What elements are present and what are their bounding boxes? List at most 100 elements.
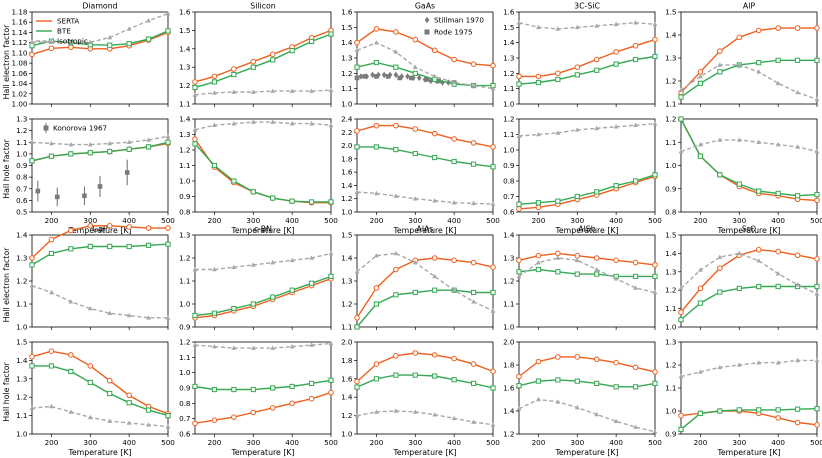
point-iso xyxy=(451,79,457,85)
y-tick-label: 1.1 xyxy=(665,100,676,109)
y-tick-label: 0.9 xyxy=(16,161,28,170)
x-tick-label: 300 xyxy=(83,438,97,447)
series-line-serta xyxy=(518,175,656,210)
y-tick-label: 0.6 xyxy=(16,196,28,205)
axes-frame xyxy=(31,341,169,435)
point-bte xyxy=(814,406,820,412)
point-serta xyxy=(470,361,477,367)
point-iso xyxy=(574,127,580,132)
point-serta xyxy=(231,66,237,72)
x-tick-label: 500 xyxy=(161,438,175,447)
point-bte xyxy=(574,72,580,78)
point-bte xyxy=(756,188,762,194)
point-bte xyxy=(756,407,762,413)
point-iso xyxy=(471,299,476,304)
point-iso xyxy=(756,69,762,74)
point-bte xyxy=(412,289,418,296)
point-bte xyxy=(328,377,334,383)
point-serta xyxy=(354,39,360,46)
point-serta xyxy=(516,73,522,80)
point-iso xyxy=(555,26,561,31)
point-iso xyxy=(756,139,762,145)
point-iso xyxy=(126,312,132,318)
panel-gaas-hole: 1.0 1.2 1.4 1.6 1.8 2.0 2.2 2.4 200 300 400 500 Temp… xyxy=(341,115,500,236)
point-iso xyxy=(471,83,476,88)
point-bte xyxy=(107,243,113,250)
point-bte xyxy=(555,198,561,204)
point-bte xyxy=(354,384,360,390)
point-bte xyxy=(652,380,658,386)
series-line-bte xyxy=(31,141,169,162)
point-iso xyxy=(613,124,619,129)
point-bte xyxy=(470,161,477,167)
series-line-serta xyxy=(680,27,817,93)
y-tick-label: 1.6 xyxy=(341,168,353,177)
series-line-bte xyxy=(31,30,169,47)
axes-frame xyxy=(356,11,494,105)
y-tick-label: 1.1 xyxy=(341,323,352,332)
panel-alas-hole: 1.0 1.2 1.4 1.6 1.8 2.0 200 300 400 500 Temperatur… xyxy=(341,338,500,458)
point-bte xyxy=(516,383,522,389)
point-serta xyxy=(613,257,619,264)
point-serta xyxy=(431,255,438,261)
point-iso xyxy=(471,419,476,424)
point-bte xyxy=(535,79,542,86)
point-iso xyxy=(250,89,256,94)
panel-silicon-hole: 0.8 0.9 1.0 1.1 1.2 1.3 1.4 200 300 400 500 Tempera… xyxy=(179,115,338,236)
point-bte xyxy=(393,64,399,70)
exp-point-stillman-1970 xyxy=(428,77,434,85)
series-line-iso xyxy=(518,257,656,294)
point-bte xyxy=(490,164,496,170)
point-bte xyxy=(574,378,580,384)
point-serta xyxy=(516,373,522,380)
point-iso xyxy=(717,364,723,370)
point-iso xyxy=(795,282,800,287)
point-serta xyxy=(490,368,496,375)
point-bte xyxy=(231,71,237,78)
exp-point-rode-1975 xyxy=(374,74,379,79)
point-bte xyxy=(736,181,742,187)
point-iso xyxy=(432,198,438,203)
point-iso xyxy=(451,200,457,205)
series-line-iso xyxy=(31,284,168,319)
point-iso xyxy=(490,308,496,313)
point-iso xyxy=(678,148,684,154)
point-bte xyxy=(794,57,801,63)
series-line-bte xyxy=(518,55,656,85)
series-line-serta xyxy=(356,124,494,148)
point-iso xyxy=(212,344,217,349)
series-line-iso xyxy=(518,398,656,433)
point-iso xyxy=(633,122,638,127)
series-line-iso xyxy=(356,191,494,205)
point-iso xyxy=(736,62,742,67)
x-tick-label: 300 xyxy=(83,216,97,225)
point-iso xyxy=(212,122,217,127)
point-iso xyxy=(126,420,132,425)
y-tick-label: 1.0 xyxy=(16,149,28,158)
point-iso xyxy=(471,200,476,206)
point-bte xyxy=(373,60,380,66)
point-serta xyxy=(48,45,55,52)
y-tick-label: 1.2 xyxy=(179,146,190,155)
point-iso xyxy=(775,271,781,276)
point-iso xyxy=(250,262,256,267)
y-tick-label: 1.1 xyxy=(16,138,27,147)
point-bte xyxy=(516,269,522,275)
point-bte xyxy=(412,372,418,378)
point-iso xyxy=(678,373,684,379)
point-iso xyxy=(393,49,399,54)
point-iso xyxy=(107,34,113,40)
point-bte xyxy=(470,380,477,386)
point-bte xyxy=(678,116,684,122)
series-line-serta xyxy=(31,225,168,259)
x-tick-label: 200 xyxy=(694,216,708,225)
point-iso xyxy=(87,306,93,311)
y-tick-label: 0.9 xyxy=(179,384,191,393)
point-bte xyxy=(535,378,542,384)
exp-point-rode-1975 xyxy=(354,75,360,81)
y-tick-label: 1.0 xyxy=(16,323,28,332)
point-serta xyxy=(814,197,820,204)
point-iso xyxy=(192,92,198,97)
y-tick-label: 1.2 xyxy=(179,254,190,263)
